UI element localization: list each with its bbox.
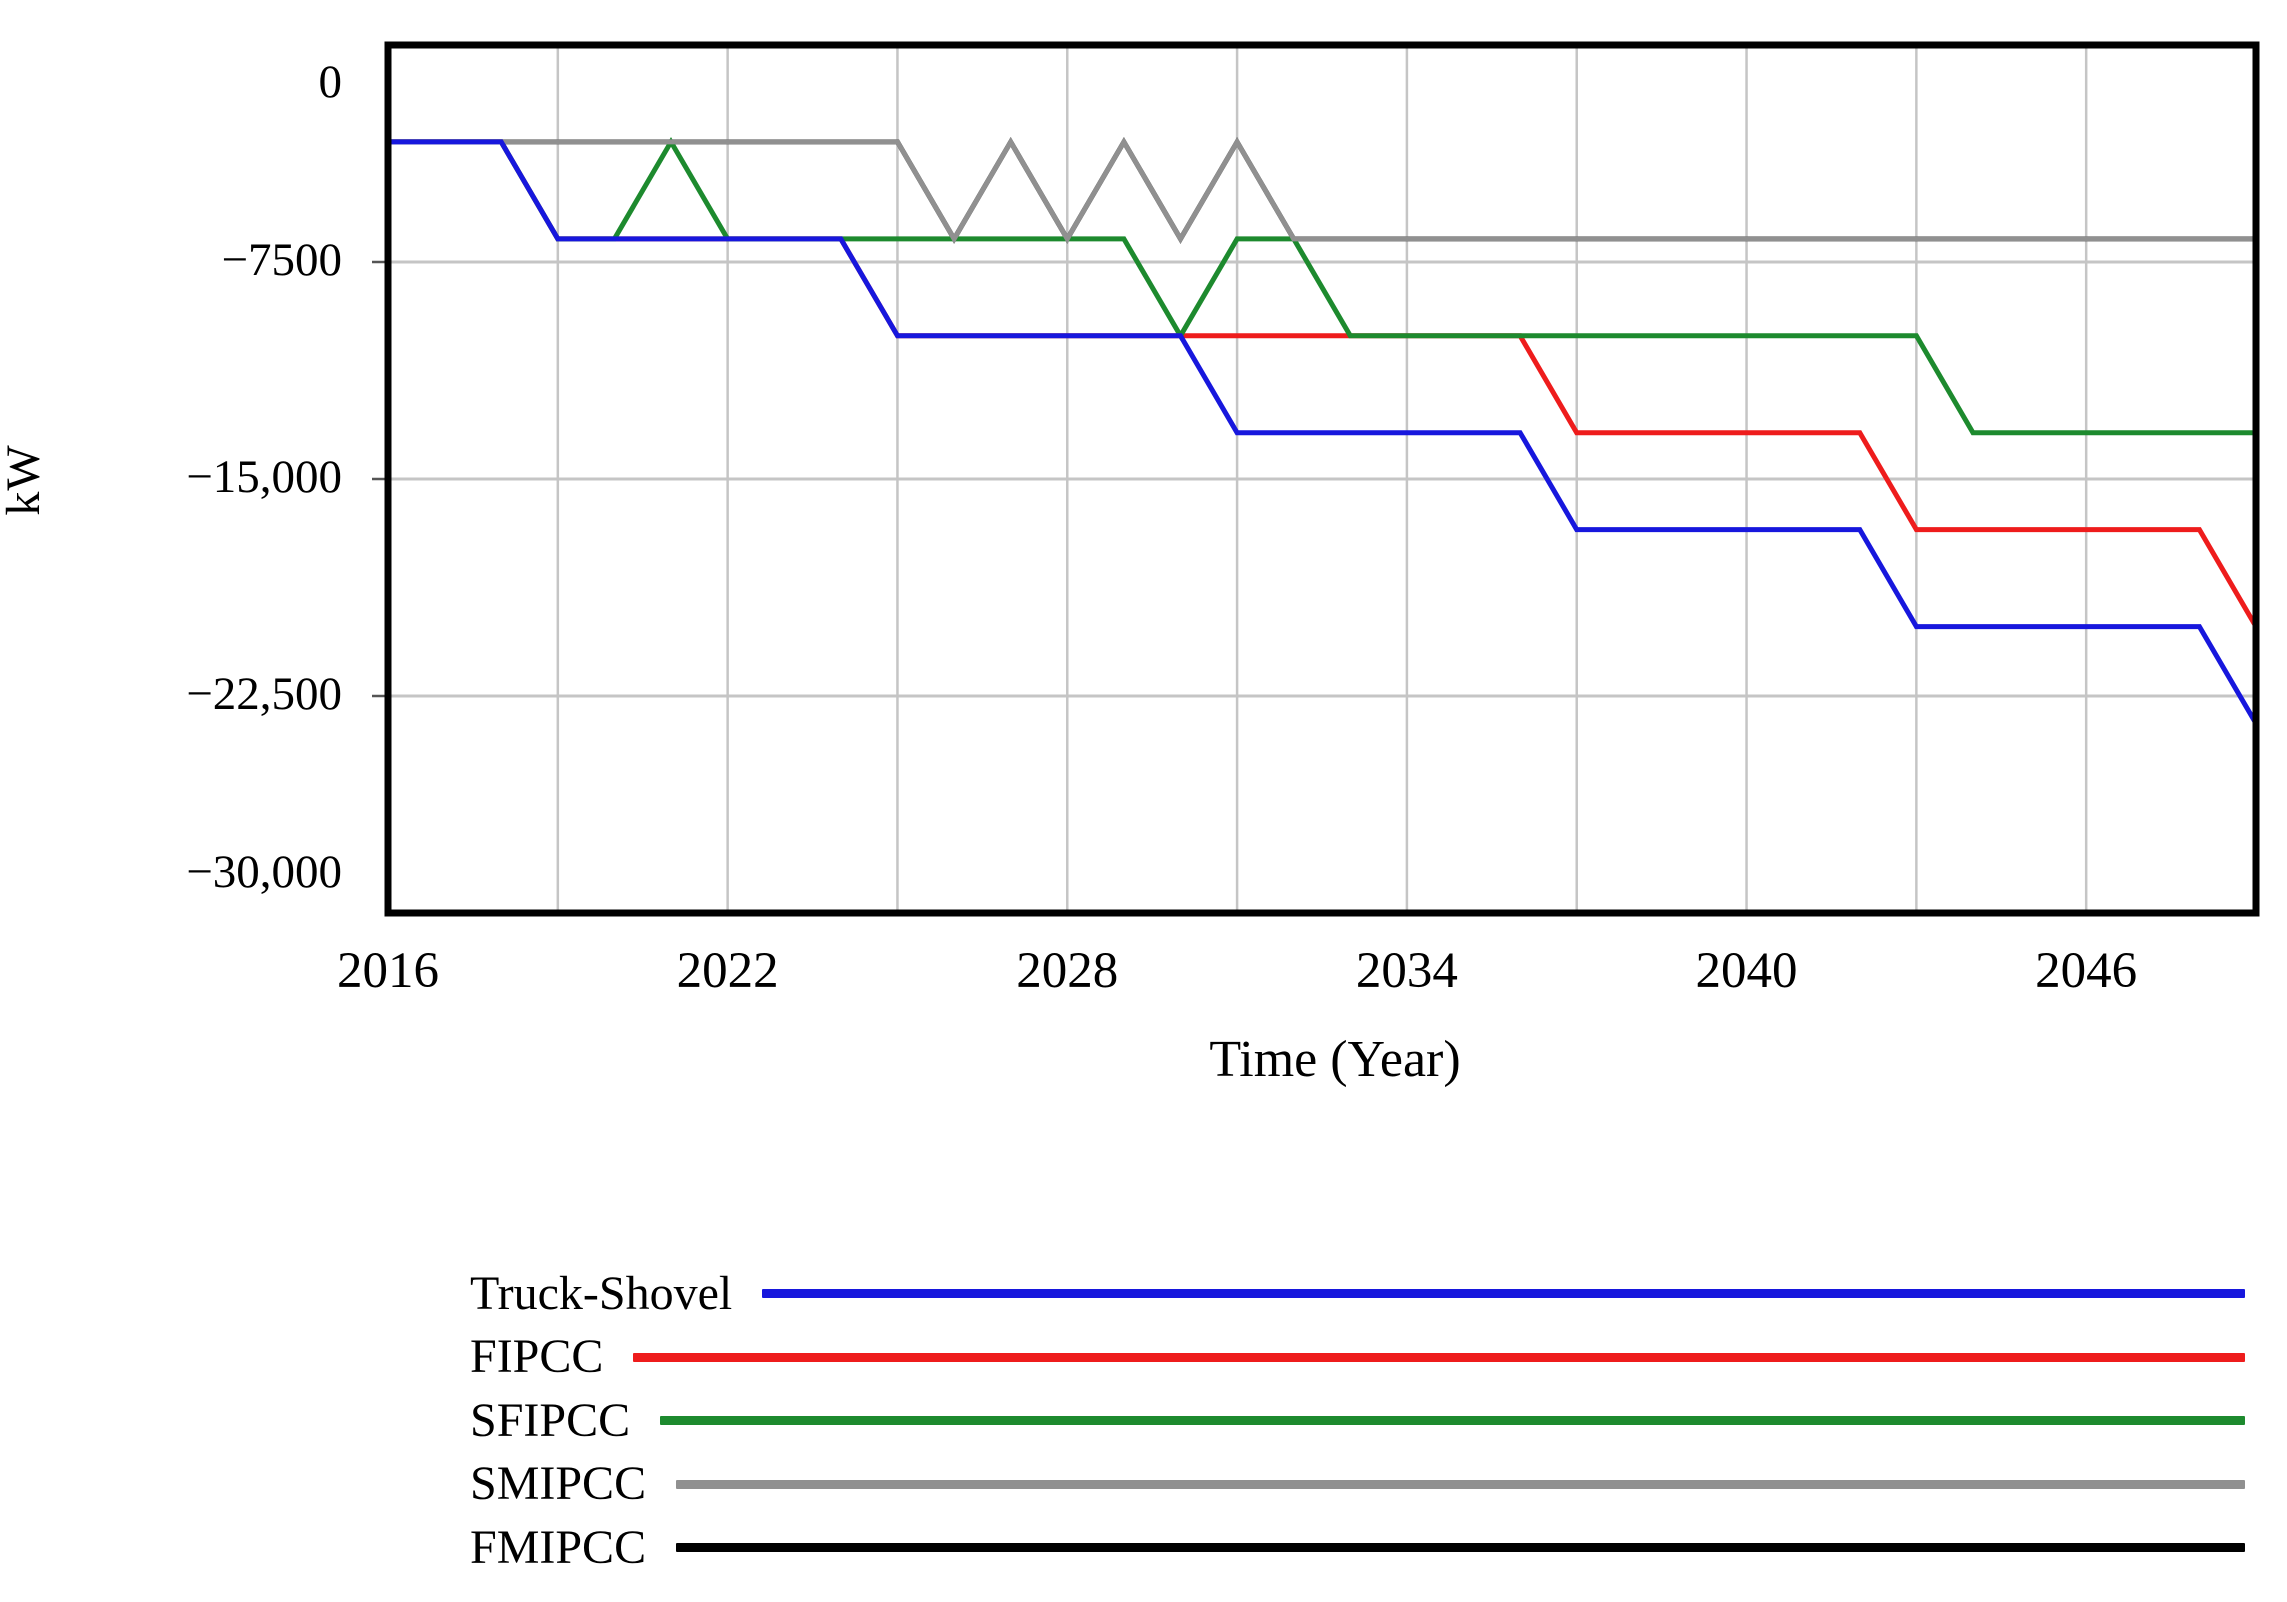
legend-label-sfipcc: SFIPCC	[470, 1393, 631, 1447]
x-tick-label-2034: 2034	[1355, 943, 1458, 999]
legend-line-fipcc-swatch	[633, 1352, 2245, 1362]
legend-item-sfipcc: SFIPCC	[470, 1389, 2245, 1453]
chart-canvas	[372, 41, 2260, 917]
plot-area	[372, 41, 2260, 917]
x-tick-label-2022: 2022	[676, 943, 779, 999]
legend: Truck-Shovel FIPCC SFIPCC SMIPCC FMIPCC	[470, 1262, 2245, 1580]
series-line-fipcc	[388, 139, 2259, 628]
legend-line-smipcc-swatch	[676, 1479, 2245, 1489]
legend-label-smipcc: SMIPCC	[470, 1457, 647, 1511]
legend-label-fmipcc: FMIPCC	[470, 1520, 647, 1574]
x-tick-label-2046: 2046	[2035, 943, 2138, 999]
y-tick-label-15000: −15,000	[186, 450, 342, 503]
legend-item-smipcc: SMIPCC	[470, 1453, 2245, 1517]
x-axis-title: Time (Year)	[1209, 1031, 1461, 1088]
series-line-smipcc	[388, 136, 2256, 244]
legend-item-fipcc: FIPCC	[470, 1326, 2245, 1390]
series-line-sfipcc	[388, 136, 2256, 436]
legend-line-sfipcc-swatch	[660, 1416, 2245, 1426]
legend-line-truck-shovel-swatch	[762, 1289, 2245, 1299]
y-tick-label-30000: −30,000	[186, 845, 342, 898]
x-tick-label-2040: 2040	[1695, 943, 1798, 999]
series-line-fmipcc	[388, 136, 2256, 244]
series-line-truck-shovel	[388, 139, 2259, 725]
plot-border	[384, 41, 2260, 917]
legend-label-truck-shovel: Truck-Shovel	[470, 1266, 733, 1320]
x-tick-label-2016: 2016	[337, 943, 439, 999]
x-tick-label-2028: 2028	[1016, 943, 1119, 999]
y-tick-label-0: 0	[318, 55, 343, 108]
legend-line-fmipcc-swatch	[676, 1543, 2245, 1553]
y-axis-title: kW	[0, 444, 51, 516]
y-tick-label-22500: −22,500	[186, 667, 342, 720]
legend-label-fipcc: FIPCC	[470, 1330, 604, 1384]
legend-item-fmipcc: FMIPCC	[470, 1516, 2245, 1580]
legend-item-truck-shovel: Truck-Shovel	[470, 1262, 2245, 1326]
y-tick-label-7500: −7500	[221, 233, 342, 286]
